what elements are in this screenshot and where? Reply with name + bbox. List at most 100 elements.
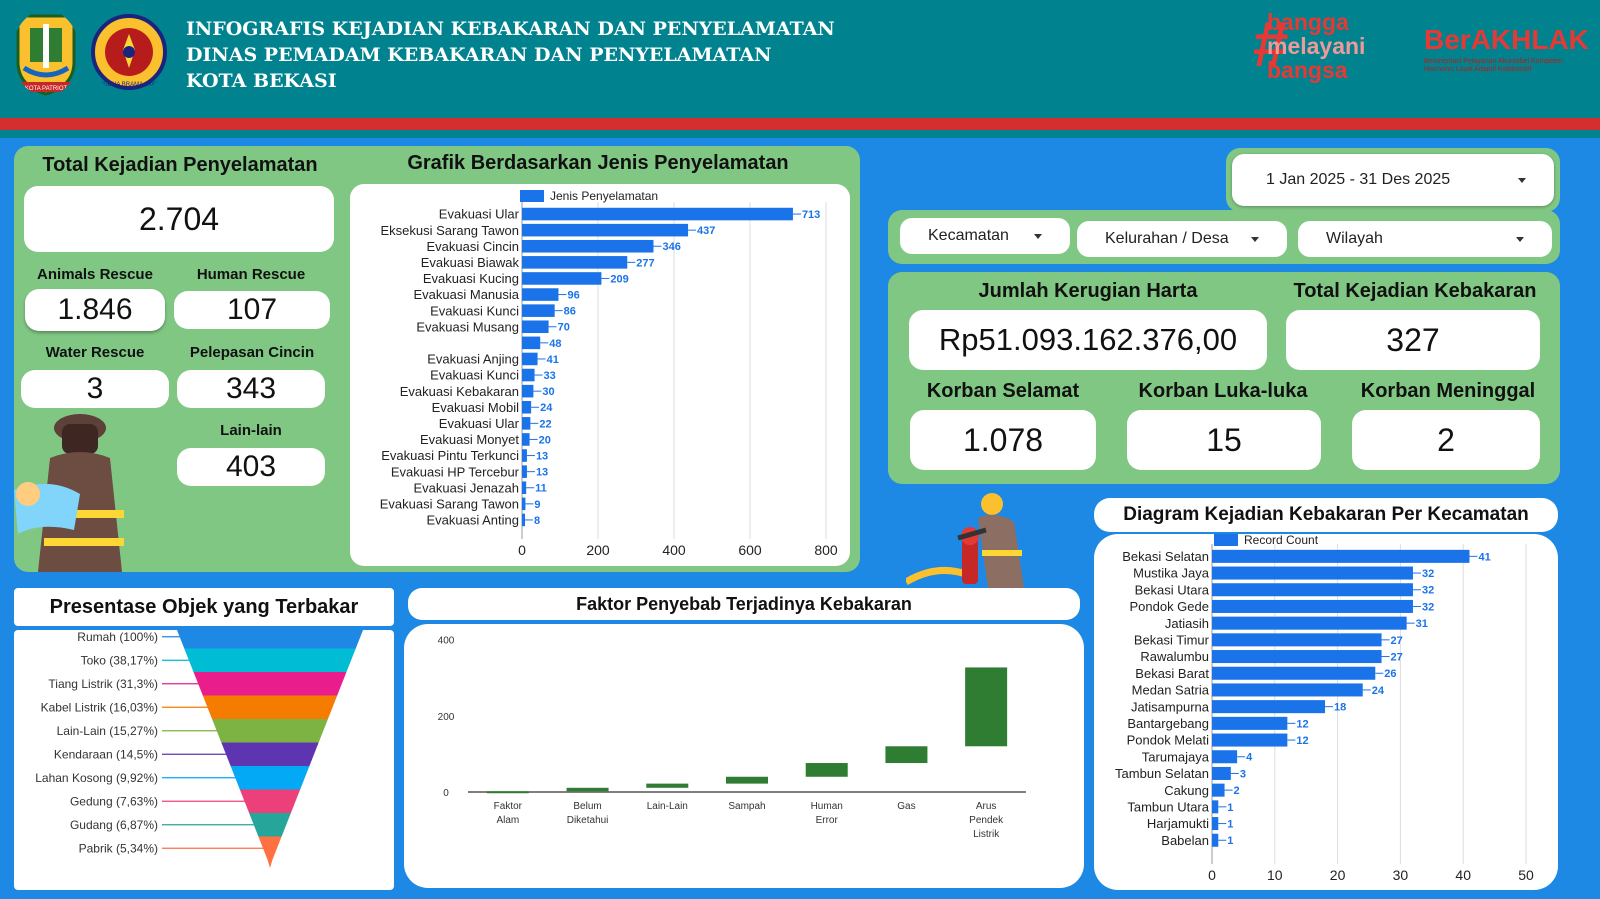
category-label: Jatisampurna (1131, 699, 1210, 714)
waterfall-bar (885, 746, 928, 764)
data-label: 209 (610, 273, 628, 285)
x-tick-label: 30 (1393, 867, 1409, 883)
data-label: 20 (539, 434, 551, 446)
x-tick-label: Gas (897, 801, 915, 812)
header-teal-stripe (0, 130, 1600, 138)
x-tick-label: Faktor (494, 801, 523, 812)
brand2-subtext: Berorientasi Pelayanan Akuntabel Kompete… (1424, 58, 1563, 73)
data-label: 713 (802, 209, 820, 221)
brand1-line-1: bangga (1267, 9, 1349, 35)
funnel-label: Tiang Listrik (31,3%) (48, 677, 158, 691)
waterfall-bar (646, 783, 689, 788)
x-tick-label: 40 (1455, 867, 1471, 883)
category-label: Evakuasi Ular (439, 207, 520, 222)
date-range-picker[interactable]: 1 Jan 2025 - 31 Des 2025 (1232, 154, 1554, 206)
kecamatan-text: Kecamatan (928, 227, 1009, 244)
animals-rescue-card: 1.846 (25, 289, 165, 331)
bar (522, 272, 602, 285)
bar (1212, 616, 1407, 630)
category-label: Jatiasih (1165, 616, 1209, 631)
header-red-stripe (0, 118, 1600, 130)
category-label: Evakuasi Musang (416, 319, 519, 334)
x-tick-label: 10 (1267, 867, 1283, 883)
funnel-segment (193, 672, 347, 696)
category-label: Bekasi Barat (1135, 666, 1209, 681)
waterfall-bar (965, 667, 1008, 747)
date-range-text: 1 Jan 2025 - 31 Des 2025 (1266, 171, 1451, 188)
category-label: Cakung (1164, 783, 1209, 798)
wilayah-dropdown[interactable]: Wilayah (1298, 221, 1552, 257)
kelurahan-dropdown[interactable]: Kelurahan / Desa (1077, 221, 1287, 257)
brand2-text: BerAKHLAK (1424, 24, 1589, 55)
y-tick-label: 0 (443, 788, 449, 799)
funnel-segment (249, 813, 291, 837)
bar (1212, 700, 1326, 714)
data-label: 13 (536, 467, 548, 479)
ring-release-card: 343 (177, 370, 325, 408)
bar (522, 497, 526, 511)
human-rescue-label: Human Rescue (196, 266, 306, 283)
logo1-caption: KOTA PATRIOT (25, 86, 68, 92)
data-label: 437 (697, 225, 715, 237)
funnel-label: Pabrik (5,34%) (79, 841, 158, 855)
rescue-total-value: 2.704 (138, 200, 220, 237)
district-panel: Record Count 0 10 20 30 40 50 Bekasi Selatan 41 M… (1094, 533, 1558, 890)
bar (522, 417, 531, 430)
data-label: 22 (539, 418, 551, 430)
data-label: 27 (1391, 652, 1403, 664)
district-title-bar (1094, 498, 1558, 532)
chevron-down-icon (1034, 234, 1042, 239)
funnel-segment (175, 625, 365, 649)
data-label: 32 (1422, 585, 1434, 597)
category-label: Evakuasi Kebakaran (400, 384, 519, 399)
data-label: 24 (540, 402, 553, 414)
data-label: 9 (534, 499, 540, 511)
injured-value: 15 (1206, 421, 1242, 458)
cause-waterfall-chart: 0 200 400 Faktor Alam Belum Diketahui Lain-Lain… (438, 636, 1026, 840)
header-banner: KOTA PATRIOT YUDHA BRAMA JAYA INFOGRAFIS… (0, 0, 1600, 138)
category-label: Eksekusi Sarang Tawon (380, 223, 519, 238)
fire-total-card: 327 (1286, 310, 1540, 370)
injured-card: 15 (1127, 410, 1321, 470)
category-label: Babelan (1161, 833, 1209, 848)
funnel-segment (230, 766, 310, 790)
bar (1212, 599, 1413, 613)
objects-funnel-chart: Rumah (100%) Toko (38,17%) Tiang Listrik (… (35, 625, 365, 868)
data-label: 86 (564, 306, 576, 318)
bar (1212, 733, 1288, 747)
bar (522, 288, 559, 301)
x-tick-label: 400 (662, 542, 686, 558)
x-tick-label: Sampah (728, 801, 765, 812)
funnel-label: Lahan Kosong (9,92%) (35, 771, 158, 785)
kecamatan-dropdown[interactable]: Kecamatan (900, 218, 1070, 254)
rescue-chart-panel: Jenis Penyelamatan 0 200 400 600 800 Evakuasi … (350, 184, 850, 566)
bar (522, 304, 555, 317)
x-tick-label: 50 (1518, 867, 1534, 883)
data-label: 13 (536, 451, 548, 463)
data-label: 30 (542, 386, 554, 398)
bar (522, 384, 534, 398)
bar (1212, 650, 1382, 664)
data-label: 8 (534, 515, 540, 527)
waterfall-bar (566, 787, 609, 792)
category-label: Harjamukti (1147, 816, 1209, 831)
other-rescue-label: Lain-lain (220, 422, 282, 439)
title-line-1: INFOGRAFIS KEJADIAN KEBAKARAN DAN PENYEL… (186, 18, 835, 40)
x-tick-label: Diketahui (567, 815, 609, 826)
loss-label: Jumlah Kerugian Harta (978, 280, 1198, 302)
water-rescue-card: 3 (21, 370, 169, 408)
funnel-title-bar (14, 588, 394, 626)
berakhlak-logo: BerAKHLAK Berorientasi Pelayanan Akuntab… (1424, 24, 1589, 74)
human-rescue-card: 107 (174, 291, 330, 329)
bar (522, 239, 654, 253)
bar (522, 465, 527, 478)
x-tick-label: 200 (586, 542, 610, 558)
water-rescue-label: Water Rescue (45, 344, 145, 361)
cause-title-bar (408, 588, 1080, 620)
fire-total-value: 327 (1386, 321, 1440, 358)
bar (1212, 750, 1238, 764)
brand1-line-3: bangsa (1267, 57, 1348, 83)
bar (1212, 783, 1225, 797)
bar (522, 368, 535, 382)
funnel-label: Toko (38,17%) (81, 653, 158, 667)
